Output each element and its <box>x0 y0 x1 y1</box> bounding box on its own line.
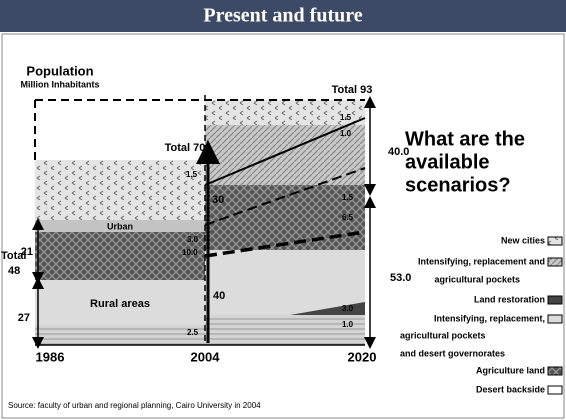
year: 2004 <box>191 349 221 364</box>
slide-title: Present and future <box>203 5 362 27</box>
value-label: 3.0 <box>187 235 199 244</box>
legend-label: New cities <box>501 235 545 245</box>
axis-title: Population <box>26 63 93 78</box>
legend-label: Intensifying, replacement, <box>434 313 545 323</box>
rural-area <box>205 250 365 315</box>
value-label: 40 <box>213 290 225 302</box>
question: available <box>405 151 490 173</box>
value-label: 1.0 <box>342 320 354 329</box>
agriculture-area <box>205 185 365 250</box>
value-label: 6.5 <box>342 213 354 222</box>
legend-swatch <box>547 257 563 267</box>
value-label: 1.5 <box>186 170 198 179</box>
year: 1986 <box>36 349 65 364</box>
agriculture-area <box>35 232 205 280</box>
legend-swatch <box>547 385 563 395</box>
intensifying-area <box>205 125 365 185</box>
area-label: Urban <box>107 221 133 231</box>
trend-line <box>204 117 366 186</box>
legend-label: and desert governorates <box>400 348 505 358</box>
legend-label: agricultural pockets <box>434 274 520 284</box>
area-label: Rural areas <box>90 298 150 310</box>
urban-area <box>35 220 205 232</box>
legend-label: Intensifying, replacement and <box>418 256 545 266</box>
desert-area <box>35 325 205 345</box>
total-label: Total 93 <box>332 84 373 96</box>
value-label: 2.5 <box>187 328 199 337</box>
frame <box>1 33 565 419</box>
year: 2020 <box>348 349 377 364</box>
legend-label: Agriculture land <box>476 365 545 375</box>
total-label: Total <box>1 250 26 262</box>
legend-swatch <box>547 236 563 246</box>
value-label: 27 <box>18 312 30 324</box>
legend-label: Land restoration <box>474 294 545 304</box>
land-restoration-wedge <box>290 302 365 315</box>
desert-area <box>205 315 365 345</box>
axis-unit: Million Inhabitants <box>21 79 100 89</box>
value-label: 53.0 <box>390 272 411 284</box>
total-label: 48 <box>8 265 20 277</box>
value-label: 30 <box>212 194 224 206</box>
title-bar <box>0 0 566 32</box>
value-label: 3.0 <box>342 304 354 313</box>
source: Source: faculty of urban and regional pl… <box>8 401 261 410</box>
legend-label: agricultural pockets <box>400 330 486 340</box>
trend-line <box>204 230 366 258</box>
total-label: Total 70 <box>165 142 206 154</box>
rural-area <box>35 280 205 325</box>
value-label: 40.0 <box>388 146 409 158</box>
question: What are the <box>405 128 525 150</box>
legend-swatch <box>547 295 563 305</box>
new-cities-area <box>205 100 365 125</box>
value-label: 1.0 <box>340 129 352 138</box>
trend-line <box>204 167 366 226</box>
legend-swatch <box>547 366 563 376</box>
value-label: 10.0 <box>182 248 198 257</box>
question: scenarios? <box>405 174 511 196</box>
new-cities-area <box>35 160 205 220</box>
legend-swatch <box>547 314 563 324</box>
value-label: 21 <box>21 246 33 258</box>
value-label: 1.5 <box>342 193 354 202</box>
value-label: 1.5 <box>340 113 352 122</box>
legend-label: Desert backside <box>476 384 545 394</box>
